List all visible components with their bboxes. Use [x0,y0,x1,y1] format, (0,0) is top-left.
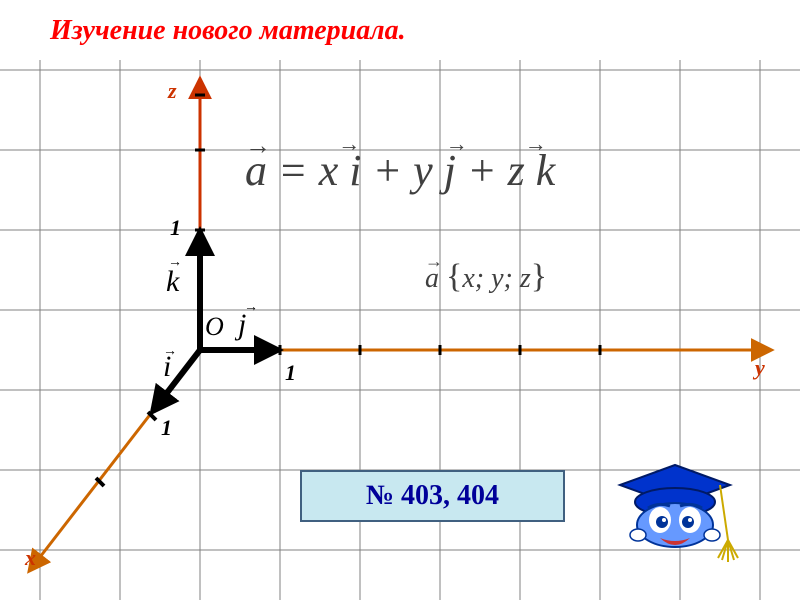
formula-plus2: + [467,146,508,195]
vector-arrow-icon: → [446,131,468,157]
y-axis-label: у [755,355,765,381]
vector-arrow-icon: → [244,300,258,316]
vector-j-label: → j [238,308,246,342]
vector-arrow-icon: → [425,251,443,272]
vector-arrow-icon: → [245,131,271,161]
formula-z: z [508,146,525,195]
formula-y: y [413,146,433,195]
mascot-icon [600,440,750,590]
x-axis-label: х [25,545,36,571]
vector-arrow-icon: → [168,255,182,271]
formula-x: x [319,146,339,195]
origin-label: O [205,312,224,342]
formula-plus1: + [372,146,413,195]
x-tick-1: 1 [161,415,172,441]
brace-close: } [531,258,547,295]
z-tick-1: 1 [170,215,181,241]
y-tick-1: 1 [285,360,296,386]
main-formula: a → = x i → + y j → + z k → [245,145,555,196]
vector-i-label: → i [163,350,171,384]
vector-arrow-icon: → [338,131,360,157]
z-axis-label: z [168,78,177,104]
page-title: Изучение нового материала. [50,15,406,47]
brace-open: { [446,258,462,295]
coord-content: x; y; z [462,263,530,294]
exercise-box: № 403, 404 [300,470,565,522]
vector-arrow-icon: → [163,344,177,360]
vector-k-label: → k [166,265,179,299]
exercise-text: № 403, 404 [366,480,499,511]
formula-eq: = [278,146,319,195]
coord-notation: a → {x; y; z} [425,258,547,296]
formula-sp [433,146,444,195]
vector-arrow-icon: → [525,131,547,157]
